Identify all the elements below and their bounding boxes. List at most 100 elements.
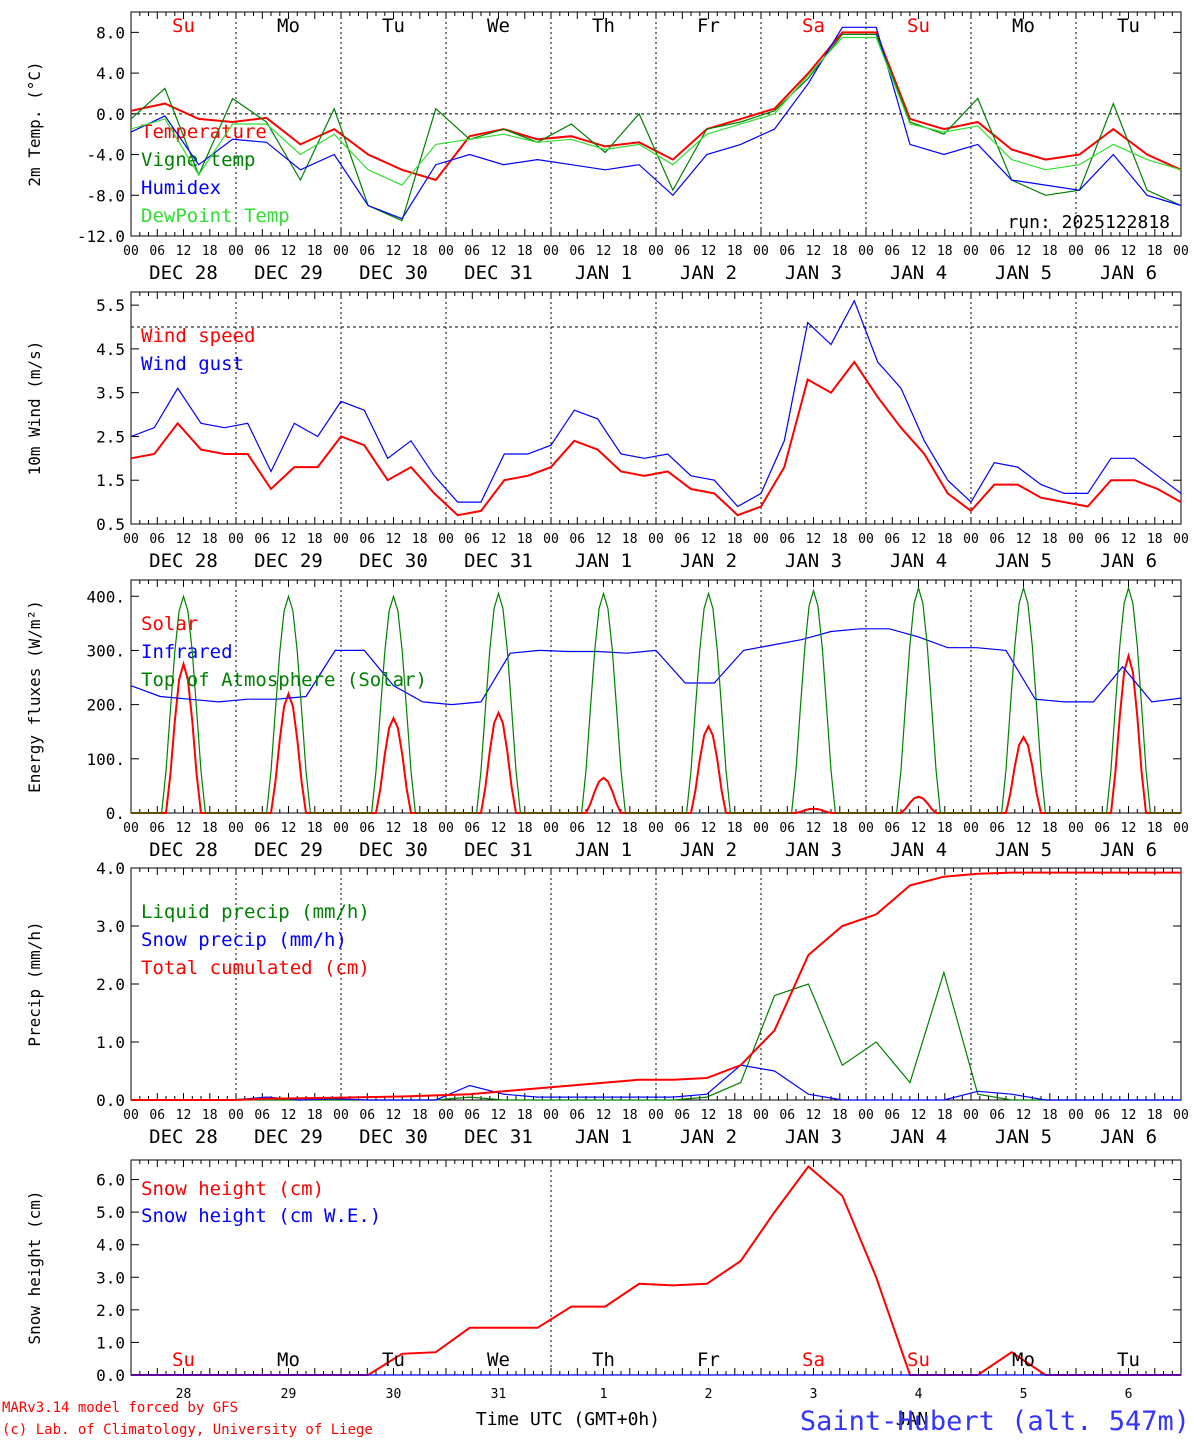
hour-label: 00 <box>648 821 664 836</box>
legend-entry: Infrared <box>141 641 233 663</box>
day-label: We <box>487 1349 510 1371</box>
hour-label: 00 <box>1068 821 1084 836</box>
hour-label: 18 <box>727 532 743 547</box>
date-label: DEC 30 <box>359 839 428 861</box>
day-label: Tu <box>382 15 405 37</box>
station-label: Saint-Hubert (alt. 547m) <box>800 1406 1190 1437</box>
hour-label: 06 <box>884 244 900 259</box>
y-tick-label: 6.0 <box>96 1171 125 1190</box>
hour-label: 18 <box>517 821 533 836</box>
date-label: DEC 28 <box>149 839 218 861</box>
panels-layer: 8.04.00.0-4.0-8.0-12.02m Temp. (°C) Tempe… <box>25 11 1189 1402</box>
hour-label: 00 <box>648 1108 664 1123</box>
hour-label: 06 <box>464 532 480 547</box>
series-line-top-of-atmosphere-solar- <box>131 585 1181 814</box>
hour-label: 00 <box>858 1108 874 1123</box>
hour-label: 06 <box>674 1108 690 1123</box>
hour-label: 06 <box>254 244 270 259</box>
hour-label: 12 <box>386 244 402 259</box>
hour-label: 18 <box>202 1108 218 1123</box>
day-label: Mo <box>1012 1349 1035 1371</box>
hour-label: 00 <box>648 532 664 547</box>
date-label: DEC 31 <box>464 1126 533 1148</box>
hour-label: 00 <box>648 244 664 259</box>
date-label: JAN 1 <box>575 1126 632 1148</box>
hour-label: 18 <box>517 244 533 259</box>
hour-label: 06 <box>989 821 1005 836</box>
date-label: DEC 29 <box>254 839 323 861</box>
legend-entry: Snow height (cm W.E.) <box>141 1205 381 1227</box>
y-axis-label: 10m Wind (m/s) <box>25 341 44 476</box>
hour-label: 06 <box>254 821 270 836</box>
hour-label: 12 <box>176 532 192 547</box>
date-label: JAN 1 <box>575 550 632 572</box>
hour-label: 12 <box>1121 532 1137 547</box>
panel-2: 5.5 4.5 3.5 2.5 1.5 0.5 10m Wind (m/s) Wind spe… <box>25 291 1189 572</box>
day-label: We <box>487 15 510 37</box>
date-label: DEC 28 <box>149 1126 218 1148</box>
hour-label: 12 <box>806 532 822 547</box>
hour-label: 18 <box>937 532 953 547</box>
hour-label: 12 <box>1016 244 1032 259</box>
hour-label: 00 <box>123 532 139 547</box>
hour-label: 18 <box>1042 244 1058 259</box>
legend-entry: Total cumulated (cm) <box>141 957 370 979</box>
hour-label: 18 <box>412 532 428 547</box>
date-label: JAN 2 <box>680 1126 737 1148</box>
day-number-label: 1 <box>600 1387 608 1402</box>
hour-label: 00 <box>753 244 769 259</box>
hour-label: 12 <box>701 1108 717 1123</box>
day-label: Fr <box>697 15 720 37</box>
hour-label: 00 <box>1068 532 1084 547</box>
day-label: Mo <box>277 1349 300 1371</box>
hour-ticks <box>130 12 1182 236</box>
hour-label: 00 <box>543 532 559 547</box>
hour-label: 06 <box>779 821 795 836</box>
day-label: Sa <box>802 1349 825 1371</box>
hour-label: 18 <box>517 532 533 547</box>
x-axis-label: Time UTC (GMT+0h) <box>476 1409 660 1430</box>
hour-label: 06 <box>464 244 480 259</box>
y-tick-label: 2.0 <box>96 1301 125 1320</box>
hour-label: 06 <box>254 532 270 547</box>
hour-label: 00 <box>1173 1108 1189 1123</box>
hour-label: 12 <box>911 244 927 259</box>
hour-label: 12 <box>806 1108 822 1123</box>
day-label: Tu <box>1117 1349 1140 1371</box>
y-tick-label: 4.0 <box>96 859 125 878</box>
hour-label: 12 <box>386 821 402 836</box>
hour-label: 06 <box>1094 1108 1110 1123</box>
hour-label: 00 <box>858 532 874 547</box>
y-tick-label: 1.5 <box>96 471 125 490</box>
legend-entry: DewPoint Temp <box>141 205 290 227</box>
day-number-label: 4 <box>915 1387 923 1402</box>
y-tick-label: 1.0 <box>96 1033 125 1052</box>
date-label: DEC 31 <box>464 550 533 572</box>
series-line-humidex <box>130 26 1182 220</box>
hour-label: 12 <box>701 821 717 836</box>
y-tick-label: 0.0 <box>96 1091 125 1110</box>
hour-label: 00 <box>123 821 139 836</box>
y-tick-label: 400. <box>86 587 125 606</box>
hour-label: 12 <box>1016 1108 1032 1123</box>
hour-label: 06 <box>1094 244 1110 259</box>
hour-label: 18 <box>202 244 218 259</box>
credit-line-1: MARv3.14 model forced by GFS <box>2 1400 238 1416</box>
y-tick-label: 0.0 <box>96 105 125 124</box>
hour-label: 00 <box>228 1108 244 1123</box>
hour-label: 18 <box>832 244 848 259</box>
hour-label: 12 <box>806 244 822 259</box>
date-label: DEC 29 <box>254 262 323 284</box>
hour-label: 06 <box>569 1108 585 1123</box>
hour-label: 12 <box>281 821 297 836</box>
hour-label: 12 <box>596 244 612 259</box>
hour-label: 00 <box>438 532 454 547</box>
date-label: DEC 28 <box>149 550 218 572</box>
hour-label: 12 <box>281 1108 297 1123</box>
hour-label: 18 <box>1147 1108 1163 1123</box>
hour-label: 12 <box>911 532 927 547</box>
hour-label: 00 <box>543 1108 559 1123</box>
hour-label: 18 <box>727 821 743 836</box>
hour-label: 12 <box>281 244 297 259</box>
hour-label: 00 <box>333 532 349 547</box>
